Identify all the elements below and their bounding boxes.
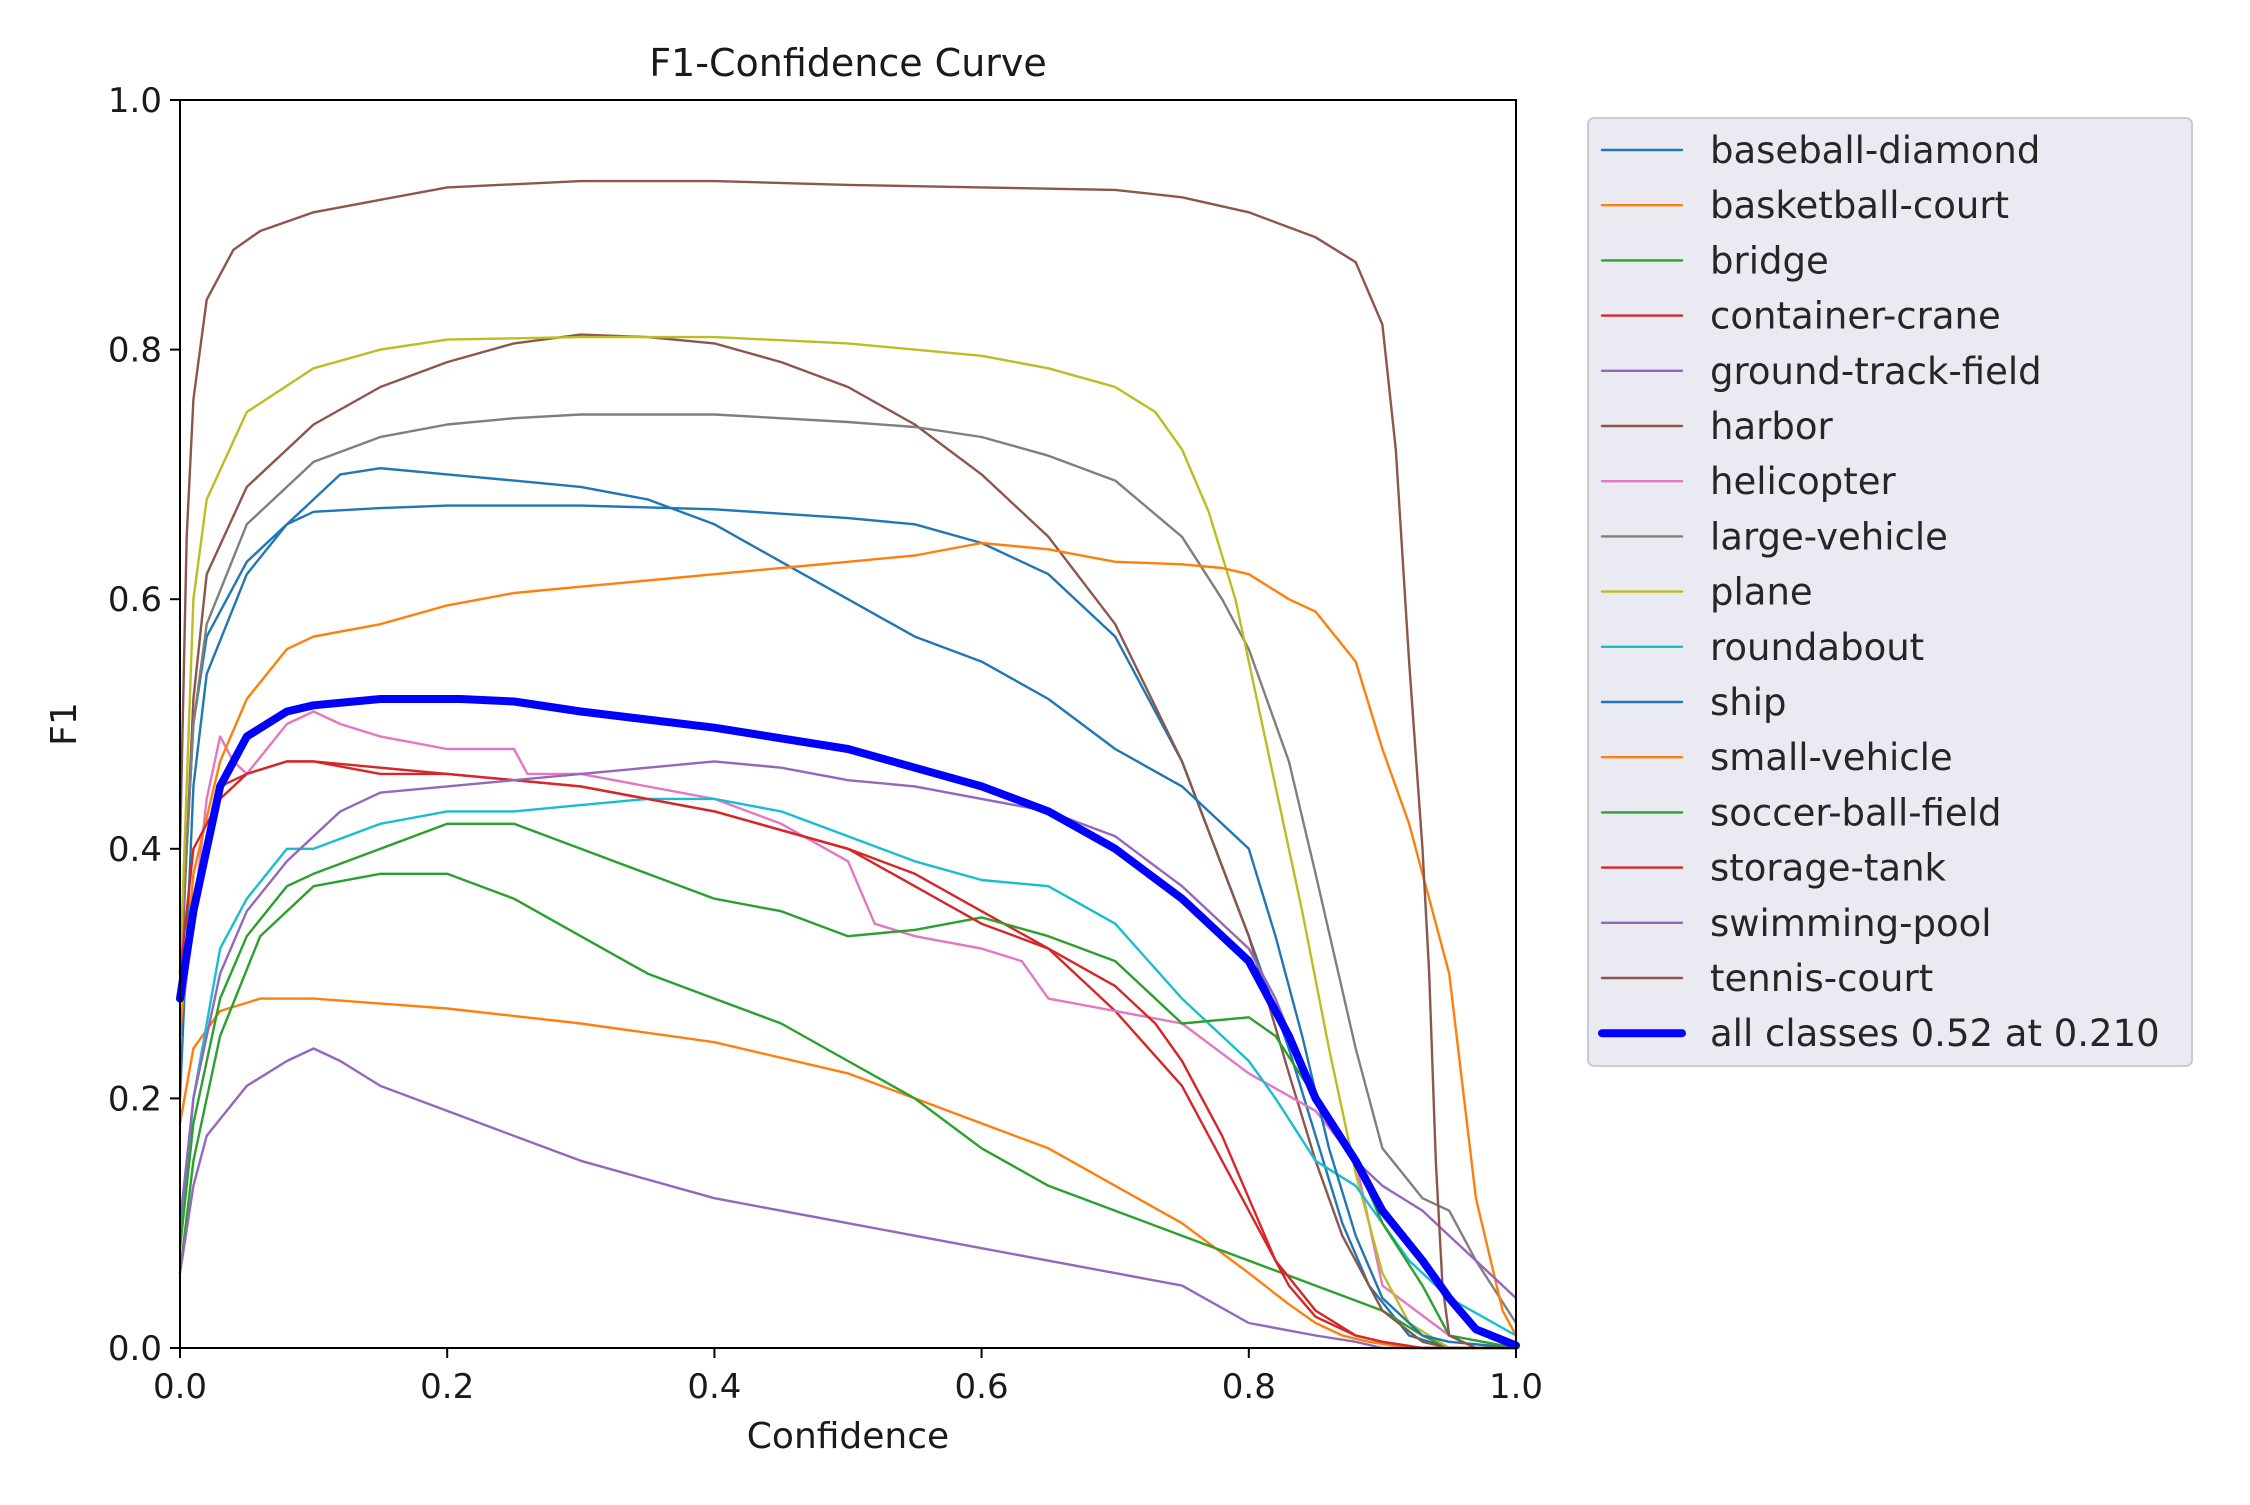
x-axis: 0.0 0.2 0.4 0.6 0.8 1.0 [153,1348,1543,1407]
x-tick-label: 0.8 [1222,1367,1276,1407]
series-line-11 [178,541,1518,1337]
legend-label-13: storage-tank [1710,847,1947,890]
x-axis-label: Confidence [747,1416,949,1457]
chart-title: F1-Confidence Curve [649,41,1047,85]
series-line-1 [178,997,1518,1350]
y-tick-label: 0.8 [108,331,162,371]
y-tick-label: 0.2 [108,1079,162,1119]
series-line-14 [178,760,1518,1300]
series-line-9 [178,797,1518,1337]
series-line-8 [178,335,1518,1350]
legend-items: baseball-diamond basketball-court bridge co… [1598,129,2160,1055]
x-tick-label: 0.6 [955,1367,1009,1407]
legend-label-1: basketball-court [1710,184,2009,227]
legend-label-16: all classes 0.52 at 0.210 [1710,1012,2160,1055]
legend-label-2: bridge [1710,239,1829,282]
series-line-16 [176,695,1520,1350]
y-tick-label: 0.0 [108,1329,162,1369]
series-line-2 [178,872,1518,1350]
legend-label-4: ground-track-field [1710,350,2042,393]
legend-label-12: soccer-ball-field [1710,791,2001,834]
series-line-10 [178,467,1518,1350]
series-layer [176,179,1520,1350]
x-tick-label: 0.0 [153,1367,207,1407]
series-line-6 [178,710,1518,1350]
y-axis: 0.0 0.2 0.4 0.6 0.8 1.0 [108,81,180,1369]
y-tick-label: 1.0 [108,81,162,121]
legend: baseball-diamond basketball-court bridge co… [1587,117,2193,1067]
y-tick-label: 0.4 [108,830,162,870]
x-tick-label: 1.0 [1489,1367,1543,1407]
x-tick-label: 0.4 [687,1367,741,1407]
legend-box [1587,117,2193,1067]
y-tick-label: 0.6 [108,580,162,620]
legend-label-5: harbor [1710,405,1833,448]
plot-frame [179,99,1517,1349]
series-line-5 [178,333,1518,1350]
legend-label-9: roundabout [1710,626,1924,669]
legend-label-11: small-vehicle [1710,736,1953,779]
series-line-4 [178,1047,1518,1350]
legend-label-8: plane [1710,571,1813,614]
y-axis-label: F1 [44,702,85,746]
legend-label-3: container-crane [1710,295,2001,338]
x-tick-label: 0.2 [420,1367,474,1407]
legend-label-15: tennis-court [1710,957,1933,1000]
legend-label-14: swimming-pool [1710,902,1992,945]
legend-label-6: helicopter [1710,460,1897,503]
series-line-13 [178,760,1518,1350]
legend-label-0: baseball-diamond [1710,129,2040,172]
legend-label-7: large-vehicle [1710,515,1948,558]
series-line-0 [178,504,1518,1350]
series-line-15 [178,179,1518,1350]
legend-label-10: ship [1710,681,1787,724]
series-line-7 [178,413,1518,1325]
